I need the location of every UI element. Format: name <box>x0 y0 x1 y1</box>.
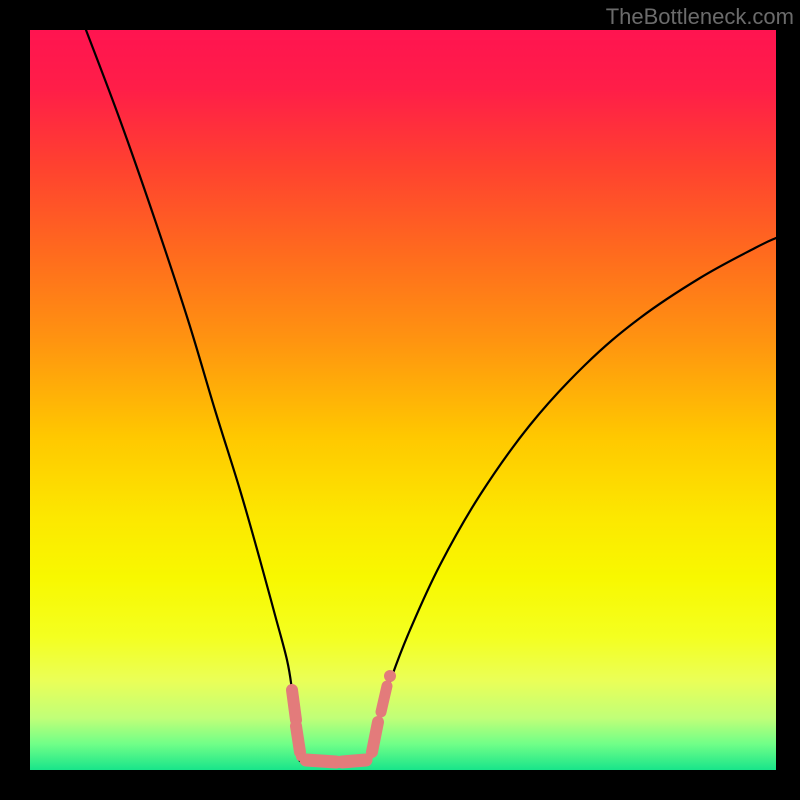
valley-marker-segment <box>296 726 300 752</box>
valley-marker-segment <box>292 690 296 720</box>
chart-frame: TheBottleneck.com <box>0 0 800 800</box>
valley-marker-segment <box>381 686 387 712</box>
valley-marker-dot <box>384 670 396 682</box>
valley-marker-segment <box>372 722 378 752</box>
plot-background <box>30 30 776 770</box>
watermark-text: TheBottleneck.com <box>606 4 794 30</box>
valley-marker-dot <box>365 753 373 761</box>
bottleneck-chart-svg <box>0 0 800 800</box>
valley-marker-segment <box>306 760 336 762</box>
valley-marker-segment <box>342 760 366 762</box>
valley-marker-dot <box>296 753 304 761</box>
